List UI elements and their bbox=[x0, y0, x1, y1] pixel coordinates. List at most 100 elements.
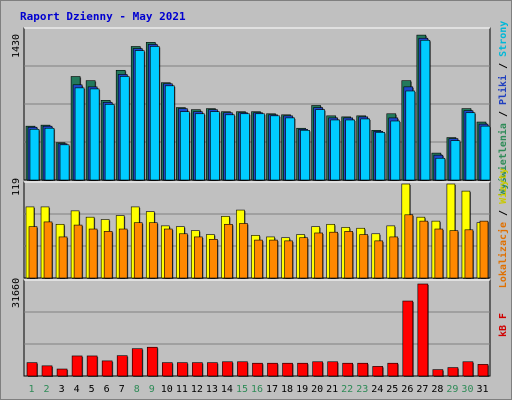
day-label-25: 25 bbox=[386, 384, 398, 395]
kbytes-bar-day-24 bbox=[372, 366, 384, 377]
sites-bar-day-23 bbox=[359, 234, 369, 279]
pages-bar-day-25 bbox=[390, 120, 401, 181]
pages-bar-day-9 bbox=[149, 46, 160, 181]
sites-bar-day-26 bbox=[404, 214, 414, 279]
sites-bar-day-8 bbox=[133, 222, 143, 279]
pages-bar-day-15 bbox=[240, 113, 250, 181]
kbytes-bar-day-28 bbox=[432, 369, 444, 377]
day-label-18: 18 bbox=[281, 384, 293, 395]
kbytes-bar-day-29 bbox=[447, 367, 459, 377]
sites-bar-day-30 bbox=[464, 229, 474, 279]
legend-top-part-4: Strony bbox=[498, 21, 509, 57]
legend-top-part-3: / bbox=[498, 57, 509, 75]
day-label-11: 11 bbox=[176, 384, 188, 395]
day-label-4: 4 bbox=[74, 384, 80, 395]
legend-mid-part-0: Lokalizacje bbox=[497, 222, 509, 288]
pages-bar-day-16 bbox=[255, 113, 265, 181]
sites-bar-day-4 bbox=[73, 224, 83, 279]
sites-bar-day-24 bbox=[374, 240, 384, 279]
pages-bar-day-17 bbox=[270, 115, 280, 181]
pages-bar-day-22 bbox=[345, 119, 355, 181]
kbytes-bar-day-22 bbox=[342, 362, 353, 377]
day-label-16: 16 bbox=[251, 384, 263, 395]
sites-bar-day-14 bbox=[224, 223, 233, 279]
pages-bar-day-26 bbox=[405, 90, 416, 181]
sites-bar-day-17 bbox=[269, 239, 278, 279]
day-label-8: 8 bbox=[134, 384, 140, 395]
day-label-15: 15 bbox=[236, 384, 248, 395]
pages-bar-day-14 bbox=[225, 114, 235, 181]
day-label-27: 27 bbox=[416, 384, 428, 395]
kbytes-bar-day-25 bbox=[387, 362, 399, 377]
bottom-panel-legend: kB F bbox=[498, 313, 509, 337]
legend-mid-part-1: / bbox=[498, 204, 509, 222]
pages-bar-day-29 bbox=[450, 140, 461, 181]
sites-bar-day-2 bbox=[43, 221, 53, 279]
day-label-20: 20 bbox=[311, 384, 323, 395]
sites-bar-day-13 bbox=[209, 238, 218, 279]
kbytes-bar-day-20 bbox=[312, 361, 323, 377]
pages-bar-day-28 bbox=[435, 157, 446, 181]
kbytes-bar-day-6 bbox=[101, 360, 113, 377]
pages-bar-day-23 bbox=[360, 118, 371, 181]
pages-bar-day-11 bbox=[180, 111, 190, 181]
day-label-7: 7 bbox=[119, 384, 125, 395]
kbytes-bar-day-15 bbox=[237, 361, 248, 377]
pages-bar-day-30 bbox=[465, 112, 476, 181]
sites-bar-day-12 bbox=[194, 236, 203, 279]
kbytes-bar-day-27 bbox=[417, 283, 429, 377]
pages-bar-day-18 bbox=[285, 117, 295, 181]
pages-bar-day-10 bbox=[164, 85, 175, 181]
day-label-10: 10 bbox=[161, 384, 173, 395]
day-label-23: 23 bbox=[356, 384, 368, 395]
sites-bar-day-1 bbox=[28, 226, 38, 279]
day-label-24: 24 bbox=[371, 384, 383, 395]
kbytes-bar-day-9 bbox=[146, 346, 158, 377]
day-label-13: 13 bbox=[206, 384, 218, 395]
kbytes-bar-day-2 bbox=[41, 365, 53, 377]
pages-bar-day-8 bbox=[134, 50, 145, 181]
middle-panel-legend: Lokalizacje / Wizyty bbox=[497, 168, 509, 288]
sites-bar-day-31 bbox=[479, 220, 489, 279]
day-label-17: 17 bbox=[266, 384, 278, 395]
sites-bar-day-3 bbox=[58, 236, 68, 279]
kbytes-bar-day-4 bbox=[71, 355, 83, 377]
kbytes-bar-day-14 bbox=[222, 361, 233, 377]
chart-title: Raport Dzienny - May 2021 bbox=[20, 10, 186, 23]
day-label-9: 9 bbox=[149, 384, 155, 395]
legend-top-part-1: / bbox=[498, 105, 509, 123]
day-label-28: 28 bbox=[431, 384, 443, 395]
pages-bar-day-2 bbox=[44, 127, 55, 181]
sites-bar-day-21 bbox=[329, 231, 338, 279]
sites-bar-day-22 bbox=[344, 231, 353, 279]
sites-bar-day-28 bbox=[434, 228, 444, 279]
sites-bar-day-7 bbox=[118, 228, 128, 279]
sites-bar-day-19 bbox=[299, 237, 308, 279]
pages-bar-day-6 bbox=[104, 104, 115, 181]
legend-top-part-0: Wyświetlenia bbox=[497, 123, 509, 195]
kbytes-bar-day-13 bbox=[207, 362, 218, 377]
kbytes-bar-day-11 bbox=[177, 362, 188, 377]
kbytes-bar-day-7 bbox=[116, 355, 128, 377]
kbytes-bar-day-19 bbox=[297, 362, 308, 377]
day-label-6: 6 bbox=[104, 384, 110, 395]
day-label-30: 30 bbox=[461, 384, 473, 395]
sites-bar-day-6 bbox=[103, 231, 113, 279]
kbytes-bar-day-3 bbox=[56, 368, 68, 377]
sites-bar-day-11 bbox=[179, 233, 188, 279]
pages-bar-day-27 bbox=[420, 39, 431, 181]
sites-bar-day-27 bbox=[419, 220, 429, 279]
middle-panel-max-label: 119 bbox=[11, 178, 22, 196]
kbytes-bar-day-12 bbox=[192, 362, 203, 377]
kbytes-bar-day-8 bbox=[131, 348, 143, 377]
legend-bot-part-0: kB F bbox=[498, 313, 509, 337]
pages-bar-day-7 bbox=[119, 76, 130, 181]
sites-bar-day-15 bbox=[239, 223, 248, 279]
day-label-22: 22 bbox=[341, 384, 353, 395]
kbytes-bar-day-10 bbox=[161, 362, 173, 377]
pages-bar-day-3 bbox=[59, 144, 70, 181]
day-label-14: 14 bbox=[221, 384, 233, 395]
day-label-26: 26 bbox=[401, 384, 413, 395]
pages-bar-day-12 bbox=[195, 113, 205, 181]
